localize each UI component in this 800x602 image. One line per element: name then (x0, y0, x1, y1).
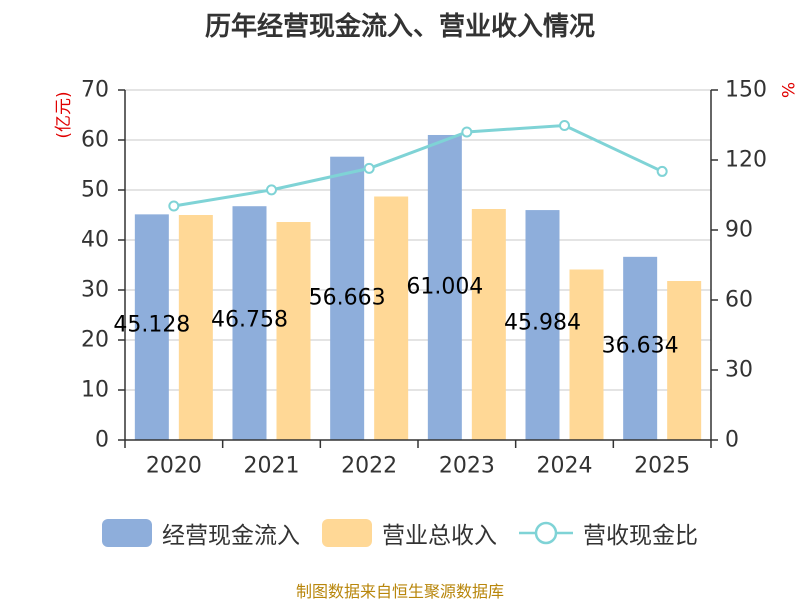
line-point-cash-ratio (656, 165, 668, 177)
y-left-tick-label: 60 (81, 128, 109, 153)
y-right-tick-label: 120 (725, 148, 767, 173)
legend-item-cash-inflow[interactable]: 经营现金流入 (102, 516, 300, 550)
bar-revenue (569, 269, 604, 440)
y-left-tick-label: 0 (95, 428, 109, 453)
legend-swatch-cash-inflow (102, 519, 152, 547)
line-point-cash-ratio (168, 200, 180, 212)
line-point-cash-ratio (461, 126, 473, 138)
bar-revenue (178, 215, 213, 440)
y-right-axis-label: % (777, 82, 797, 98)
bar-cash-inflow (330, 156, 365, 440)
legend-item-cash-ratio[interactable]: 营收现金比 (519, 516, 698, 550)
y-right-tick-label: 30 (725, 358, 753, 383)
line-cash-ratio (173, 123, 663, 208)
legend-item-revenue[interactable]: 营业总收入 (322, 516, 497, 550)
data-source-note: 制图数据来自恒生聚源数据库 (295, 582, 504, 601)
legend: 经营现金流入 营业总收入 营收现金比 (0, 516, 800, 550)
data-label-cash-inflow: 56.663 (309, 286, 386, 311)
bar-cash-inflow (427, 134, 462, 441)
bar-cash-inflow (232, 206, 267, 440)
chart-title: 历年经营现金流入、营业收入情况 (204, 12, 595, 42)
legend-swatch-revenue (322, 519, 372, 547)
x-tick-label: 2023 (439, 454, 495, 479)
y-left-tick-label: 30 (81, 278, 109, 303)
bar-cash-inflow (525, 210, 560, 440)
data-label-cash-inflow: 45.128 (113, 313, 190, 338)
legend-label-cash-inflow: 经营现金流入 (162, 523, 300, 549)
x-tick-label: 2024 (537, 454, 593, 479)
line-point-cash-ratio (266, 184, 277, 196)
legend-label-revenue: 营业总收入 (382, 523, 497, 549)
y-right-tick-label: 150 (725, 78, 767, 103)
y-left-tick-label: 10 (81, 378, 109, 403)
line-point-cash-ratio (363, 162, 375, 174)
bar-revenue (471, 209, 506, 440)
data-label-cash-inflow: 45.984 (504, 311, 581, 336)
x-tick-label: 2020 (146, 454, 202, 479)
bar-cash-inflow (623, 256, 658, 440)
bar-revenue (374, 196, 409, 440)
x-tick-label: 2021 (244, 454, 300, 479)
y-left-tick-label: 50 (81, 178, 109, 203)
y-left-axis-label: (亿元) (54, 91, 74, 138)
data-label-cash-inflow: 36.634 (602, 334, 679, 359)
y-left-tick-label: 70 (81, 78, 109, 103)
line-point-cash-ratio (559, 119, 570, 131)
y-left-tick-label: 40 (81, 228, 109, 253)
bar-revenue (276, 222, 311, 440)
legend-label-cash-ratio: 营收现金比 (583, 523, 698, 549)
y-left-tick-label: 20 (81, 328, 109, 353)
y-right-tick-label: 60 (725, 288, 753, 313)
legend-swatch-cash-ratio (519, 521, 573, 545)
y-right-tick-label: 0 (725, 428, 739, 453)
data-label-cash-inflow: 61.004 (406, 275, 483, 300)
data-label-cash-inflow: 46.758 (211, 308, 288, 333)
bar-cash-inflow (134, 214, 169, 440)
x-tick-label: 2025 (634, 454, 690, 479)
y-right-tick-label: 90 (725, 218, 753, 243)
x-tick-label: 2022 (341, 454, 397, 479)
bar-revenue (667, 281, 702, 440)
